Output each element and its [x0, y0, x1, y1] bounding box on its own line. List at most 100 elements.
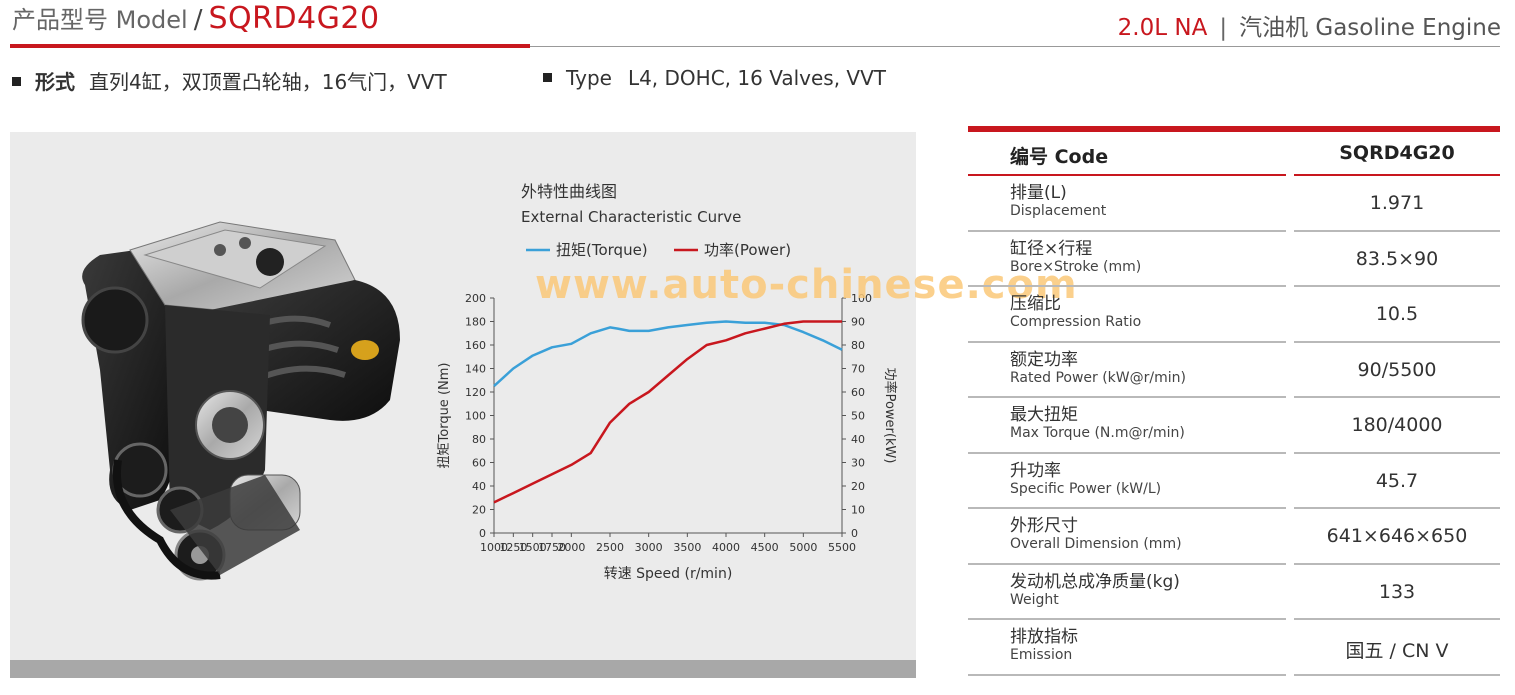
bullet-square-icon: [543, 73, 552, 82]
spec-label: 最大扭矩 Max Torque (N.m@r/min): [1010, 406, 1185, 442]
table-row: 压缩比 Compression Ratio 10.5: [968, 287, 1500, 343]
spec-label: 缸径×行程 Bore×Stroke (mm): [1010, 239, 1141, 276]
row-divider: [968, 451, 1286, 454]
y-left-tick-label: 60: [472, 457, 486, 470]
y-left-tick-label: 0: [479, 527, 486, 540]
spec-label-en: Displacement: [1010, 203, 1107, 219]
row-divider: [968, 229, 1286, 232]
power-curve-line: [493, 320, 842, 504]
x-tick-label: 3500: [673, 541, 701, 554]
spec-value: 83.5×90: [1355, 247, 1439, 270]
row-divider: [968, 618, 1286, 620]
y-left-tick-label: 160: [465, 339, 486, 352]
row-divider: [968, 673, 1286, 676]
y-left-tick-label: 100: [465, 410, 486, 423]
row-divider: [1294, 451, 1500, 454]
row-divider: [1294, 174, 1500, 176]
spec-value: 国五 / CN V: [1345, 640, 1449, 662]
y-right-tick-label: 100: [851, 292, 872, 305]
spec-label-zh: 额定功率: [1010, 349, 1078, 370]
row-divider: [1294, 396, 1500, 398]
y-left-tick-label: 140: [465, 363, 486, 376]
row-divider: [1294, 507, 1500, 509]
spec-label: 外形尺寸 Overall Dimension (mm): [1010, 517, 1182, 553]
chart-subtitle: External Characteristic Curve: [521, 208, 741, 226]
spec-value: 180/4000: [1351, 414, 1443, 436]
table-top-red-bar: [968, 126, 1500, 132]
spec-label-en: Compression Ratio: [1010, 314, 1142, 330]
x-tick-label: 4500: [751, 541, 779, 554]
spec-value: 641×646×650: [1326, 525, 1468, 547]
legend-label: 扭矩(Torque): [556, 241, 648, 259]
x-tick-label: 1250: [499, 541, 527, 554]
x-tick-label: 2500: [596, 541, 624, 554]
spec-label-en: Max Torque (N.m@r/min): [1010, 425, 1185, 441]
spec-label: 排放指标 Emission: [1010, 628, 1078, 664]
header-red-rule: [10, 44, 530, 48]
y-right-tick-label: 10: [851, 504, 865, 517]
y-left-tick-label: 20: [472, 504, 486, 517]
engine-image: [81, 221, 400, 581]
page-header-left: 产品型号 Model / SQRD4G20: [12, 0, 380, 42]
x-tick-label: 4000: [712, 541, 740, 554]
spec-value: 10.5: [1375, 303, 1419, 325]
header-divider: |: [1219, 15, 1228, 41]
y-left-tick-label: 180: [465, 316, 486, 329]
characteristic-curve-chart: 外特性曲线图 External Characteristic Curve 扭矩(To…: [437, 182, 898, 582]
header-separator: /: [193, 5, 203, 35]
table-row: 外形尺寸 Overall Dimension (mm) 641×646×650: [968, 509, 1500, 565]
x-tick-label: 1000: [480, 541, 508, 554]
row-divider: [1294, 562, 1500, 565]
bullet-label-zh: 形式: [35, 70, 75, 94]
spec-label: 排量(L) Displacement: [1010, 184, 1106, 220]
row-divider: [1294, 340, 1500, 343]
bullet-square-icon: [12, 77, 21, 86]
row-divider: [968, 396, 1286, 398]
model-label: 产品型号 Model: [12, 6, 188, 34]
row-divider: [968, 174, 1286, 176]
y-right-tick-label: 60: [851, 386, 865, 399]
spec-label: 发动机总成净质量(kg) Weight: [1010, 571, 1180, 609]
spec-value: 90/5500: [1357, 358, 1437, 381]
y-right-tick-label: 40: [851, 433, 865, 446]
spec-label-zh: 升功率: [1010, 460, 1061, 481]
table-row: 升功率 Specific Power (kW/L) 45.7: [968, 454, 1500, 510]
spec-value: 45.7: [1375, 469, 1419, 492]
spec-label-en: Overall Dimension (mm): [1010, 536, 1182, 552]
y-right-tick-label: 0: [851, 527, 858, 540]
table-row: 额定功率 Rated Power (kW@r/min) 90/5500: [968, 343, 1500, 399]
x-tick-label: 2000: [557, 541, 585, 554]
row-divider: [1294, 285, 1500, 287]
bullet-value-en: L4, DOHC, 16 Valves, VVT: [627, 66, 886, 90]
spec-label-en: Rated Power (kW@r/min): [1010, 369, 1186, 386]
page-header-right: 2.0L NA | 汽油机 Gasoline Engine: [1118, 8, 1501, 42]
x-axis-label: 转速 Speed (r/min): [604, 566, 733, 582]
spec-label-en: Specific Power (kW/L): [1010, 480, 1162, 497]
table-row: 排量(L) Displacement 1.971: [968, 176, 1500, 232]
spec-label-en: Emission: [1010, 647, 1073, 663]
spec-label: 升功率 Specific Power (kW/L): [1010, 460, 1162, 498]
y-right-tick-label: 30: [851, 457, 865, 470]
y-axis-left-label: 扭矩Torque (Nm): [437, 363, 452, 469]
y-right-tick-label: 50: [851, 410, 865, 423]
y-right-tick-label: 90: [851, 316, 865, 329]
header-gray-rule: [530, 46, 1500, 47]
x-tick-label: 1750: [538, 541, 566, 554]
spec-value: 133: [1378, 580, 1416, 603]
spec-label-zh: 发动机总成净质量(kg): [1010, 571, 1180, 592]
row-divider: [968, 507, 1286, 509]
y-left-tick-label: 120: [465, 386, 486, 399]
type-bullet-zh: 形式 直列4缸，双顶置凸轮轴，16气门，VVT: [12, 66, 447, 95]
spec-label: 额定功率 Rated Power (kW@r/min): [1010, 349, 1186, 387]
spec-label-zh: 压缩比: [1010, 294, 1061, 314]
table-row: 发动机总成净质量(kg) Weight 133: [968, 565, 1500, 621]
y-left-tick-label: 200: [465, 292, 486, 305]
table-row: 缸径×行程 Bore×Stroke (mm) 83.5×90: [968, 232, 1500, 288]
x-tick-label: 5500: [828, 541, 856, 554]
x-tick-label: 1500: [519, 541, 547, 554]
table-row: 排放指标 Emission 国五 / CN V: [968, 620, 1500, 676]
code-header-label: 编号 Code: [1010, 146, 1109, 168]
bullet-label-en: Type: [566, 66, 612, 90]
row-divider: [1294, 618, 1500, 620]
spec-value: 1.971: [1369, 192, 1425, 214]
